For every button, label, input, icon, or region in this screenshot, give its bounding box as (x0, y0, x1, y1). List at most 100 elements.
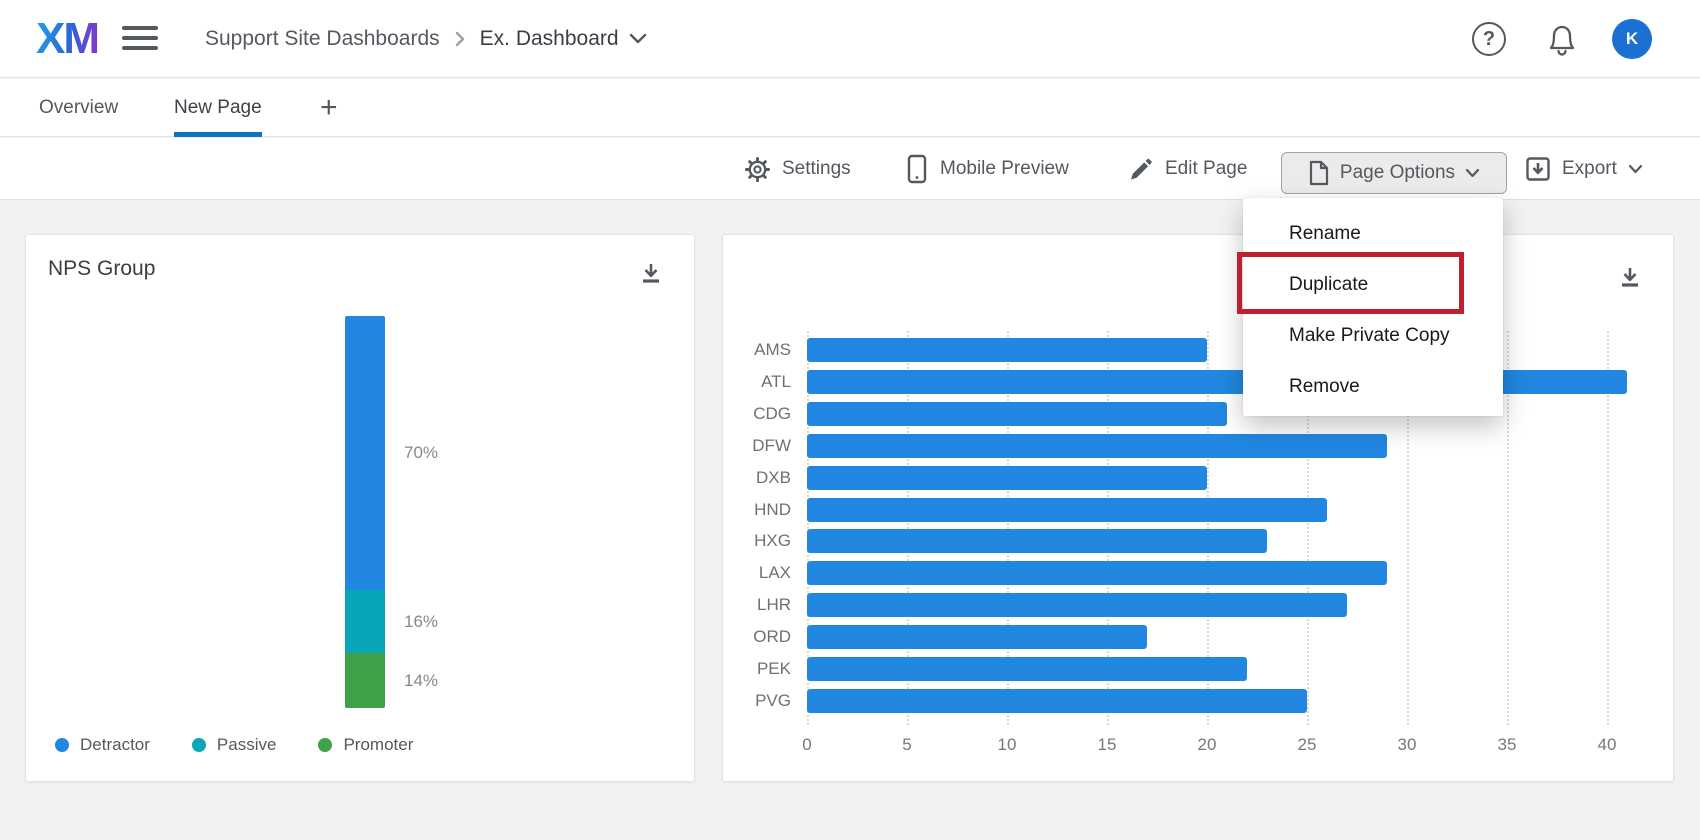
dashboard-selector[interactable]: Ex. Dashboard (480, 27, 647, 51)
legend-dot (318, 738, 333, 752)
edit-page-button[interactable]: Edit Page (1128, 138, 1247, 200)
bar-segment-detractor (345, 316, 385, 591)
category-label: DXB (756, 467, 791, 487)
avatar[interactable]: K (1612, 19, 1652, 59)
download-widget-icon[interactable] (638, 261, 664, 287)
category-label: LHR (756, 595, 791, 615)
bar-ams (807, 338, 1207, 362)
gridline (1307, 331, 1309, 725)
hamburger-menu-icon[interactable] (122, 26, 158, 52)
gridline (1507, 331, 1509, 725)
bar-pvg (807, 689, 1307, 713)
phone-icon (907, 154, 927, 184)
chevron-down-icon (629, 33, 646, 44)
page-icon (1309, 160, 1329, 186)
settings-label: Settings (782, 158, 851, 179)
stacked-bar (345, 316, 385, 708)
widget-title: NPS Group (48, 257, 156, 280)
pencil-icon (1131, 158, 1152, 180)
mobile-preview-button[interactable]: Mobile Preview (905, 138, 1069, 200)
export-icon (1526, 157, 1550, 181)
top-header: XM Support Site Dashboards Ex. Dashboard… (0, 0, 1700, 78)
menu-item-duplicate[interactable]: Duplicate (1289, 274, 1369, 295)
chevron-down-icon (1465, 168, 1480, 178)
page-options-label: Page Options (1339, 162, 1456, 183)
chart-legend: Detractor Passive Promoter (55, 735, 413, 755)
tab-new-page[interactable]: New Page (174, 79, 262, 137)
help-icon[interactable]: ? (1472, 22, 1506, 56)
notifications-bell-icon[interactable] (1544, 21, 1580, 59)
settings-button[interactable]: Settings (744, 138, 851, 200)
x-tick-label: 30 (1397, 735, 1417, 754)
bar-atl (807, 369, 1627, 394)
gridline (907, 331, 909, 725)
tab-overview[interactable]: Overview (39, 97, 119, 118)
legend-label: Detractor (80, 735, 150, 754)
download-widget-icon[interactable] (1617, 265, 1643, 291)
mobile-preview-label: Mobile Preview (940, 158, 1069, 179)
category-label: PVG (755, 691, 791, 710)
page-tabs-bar: Overview New Page + (0, 79, 1700, 137)
chevron-down-icon (1628, 164, 1643, 174)
gear-icon (744, 156, 771, 182)
add-page-button[interactable]: + (320, 91, 338, 124)
hbar-plot-area: 0 5 10 15 20 25 30 35 40 (802, 331, 1647, 754)
bar-segment-passive (345, 590, 385, 654)
legend-dot (191, 738, 206, 752)
x-tick-label: 40 (1597, 735, 1617, 754)
x-tick-label: 25 (1297, 735, 1317, 754)
widget-card-nps-group: NPS Group 70% 16% 14% Detractor Passive Prom… (25, 234, 695, 782)
category-label: HND (754, 499, 791, 519)
bar-segment-promoter (345, 653, 385, 708)
bar-dxb (807, 465, 1207, 490)
breadcrumb-separator-icon (454, 29, 466, 49)
category-label: AMS (754, 340, 791, 359)
x-tick-label: 5 (902, 735, 912, 754)
breadcrumb-parent[interactable]: Support Site Dashboards (205, 27, 440, 50)
gridline (1407, 331, 1409, 725)
percent-label: 14% (404, 670, 439, 690)
legend-item-promoter[interactable]: Promoter (318, 735, 413, 755)
legend-label: Passive (216, 735, 277, 754)
breadcrumb: Support Site Dashboards Ex. Dashboard (205, 0, 647, 78)
category-label: ORD (753, 627, 791, 647)
menu-item-make-private-copy[interactable]: Make Private Copy (1289, 325, 1450, 346)
legend-item-passive[interactable]: Passive (191, 735, 277, 755)
widget-card-airports: AMS ATL CDG DFW DXB HND HXG LAX LHR ORD PEK PVG 0 5 1… (722, 234, 1674, 782)
x-tick-label: 10 (997, 735, 1017, 754)
gridline (1207, 331, 1209, 725)
breadcrumb-current-label: Ex. Dashboard (479, 27, 619, 50)
category-label: CDG (753, 403, 791, 423)
category-label: HXG (754, 531, 791, 551)
gridline (807, 331, 809, 725)
bar-lax (807, 561, 1387, 586)
x-tick-label: 15 (1097, 735, 1117, 754)
bar-cdg (807, 401, 1227, 426)
bar-dfw (807, 433, 1387, 458)
bar-hnd (807, 497, 1327, 522)
x-tick-label: 20 (1197, 735, 1217, 754)
bar-hxg (807, 529, 1267, 554)
bar-lhr (807, 593, 1347, 618)
edit-page-label: Edit Page (1165, 158, 1248, 179)
page-toolbar: Settings Mobile Preview Edit Page Page O… (0, 138, 1700, 200)
page-options-button[interactable]: Page Options (1281, 152, 1507, 194)
bar-ord (807, 625, 1147, 650)
gridline (1607, 331, 1609, 725)
menu-item-rename[interactable]: Rename (1289, 223, 1361, 244)
gridline (1107, 331, 1109, 725)
percent-label: 16% (404, 611, 439, 631)
menu-item-remove[interactable]: Remove (1289, 376, 1360, 397)
x-tick-label: 0 (802, 735, 812, 754)
legend-item-detractor[interactable]: Detractor (55, 735, 150, 755)
category-label: DFW (752, 435, 791, 455)
category-label: LAX (758, 563, 791, 583)
legend-dot (55, 738, 69, 752)
page-options-menu: Rename Duplicate Make Private Copy Remove (1237, 198, 1503, 416)
bar-pek (807, 657, 1247, 682)
category-label: PEK (756, 659, 791, 679)
gridline (1007, 331, 1009, 725)
export-button[interactable]: Export (1525, 138, 1643, 200)
x-tick-label: 35 (1497, 735, 1517, 754)
